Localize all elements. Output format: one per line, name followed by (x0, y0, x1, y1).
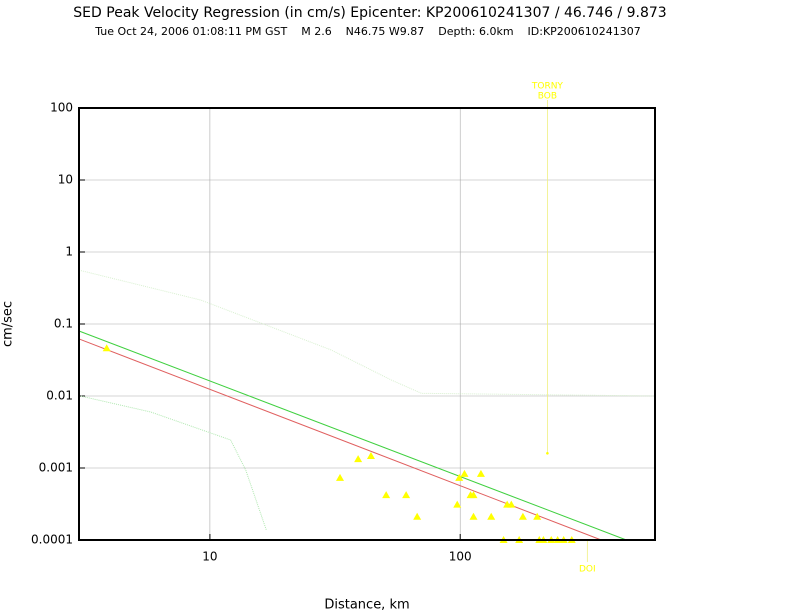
x-axis-label: Distance, km (324, 598, 409, 612)
point (336, 473, 345, 481)
station-label: TORNY (531, 82, 564, 92)
point (460, 469, 469, 477)
y-axis-label: cm/sec (1, 301, 16, 347)
point (533, 512, 542, 520)
y-tick-label: 0.1 (54, 317, 73, 331)
curve (78, 330, 627, 541)
station-label: DOI (579, 565, 596, 575)
point (413, 512, 422, 520)
point (518, 512, 527, 520)
y-tick-label: 100 (50, 101, 73, 115)
point (382, 491, 391, 499)
point (507, 500, 516, 508)
y-tick-label: 0.0001 (31, 533, 73, 547)
curve (78, 395, 267, 531)
y-tick-label: 0.01 (46, 389, 73, 403)
curve (78, 338, 602, 541)
x-tick-label: 100 (449, 550, 472, 564)
point (102, 344, 111, 352)
station-label: BOB (538, 92, 557, 102)
point (354, 455, 363, 463)
y-tick-label: 1 (65, 245, 73, 259)
chart-title: SED Peak Velocity Regression (in cm/s) E… (73, 5, 666, 21)
point (469, 491, 478, 499)
y-tick-label: 10 (58, 173, 73, 187)
point (453, 500, 462, 508)
plot-frame (78, 107, 656, 541)
x-tick-label: 10 (202, 550, 217, 564)
point (487, 512, 496, 520)
point (455, 473, 464, 481)
y-tick-label: 0.001 (39, 461, 73, 475)
point (469, 512, 478, 520)
point (476, 469, 485, 477)
point (366, 451, 375, 459)
station-dot (546, 452, 549, 455)
point (402, 491, 411, 499)
curve (78, 269, 656, 397)
chart-subtitle: Tue Oct 24, 2006 01:08:11 PM GST M 2.6 N… (94, 25, 641, 38)
